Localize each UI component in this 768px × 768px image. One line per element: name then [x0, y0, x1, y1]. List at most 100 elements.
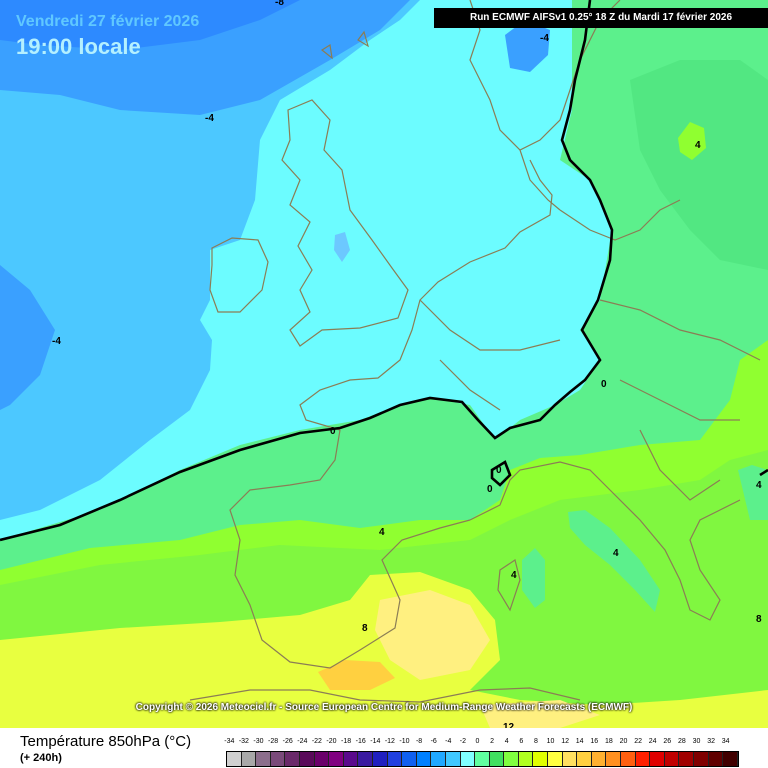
scale-tick-label: -4 — [445, 738, 452, 745]
scale-swatch — [475, 752, 490, 766]
scale-tick-label: 28 — [677, 738, 686, 745]
scale-swatch — [708, 752, 724, 766]
label-4-baltic: 4 — [695, 140, 701, 151]
scale-tick-label: 34 — [721, 738, 730, 745]
scale-tick-label: -28 — [268, 738, 279, 745]
isotherm-zero — [0, 0, 614, 542]
scale-swatch — [358, 752, 373, 766]
scale-swatch — [256, 752, 271, 766]
scale-tick-label: -16 — [355, 738, 366, 745]
scale-swatch — [431, 752, 446, 766]
scale-swatch — [694, 752, 709, 766]
label-minus4-scand: -4 — [540, 33, 549, 44]
scale-swatch — [387, 752, 403, 766]
island-italy-lt4 — [568, 510, 660, 612]
scale-tick-label: 20 — [619, 738, 628, 745]
scale-tick-label: 8 — [533, 738, 538, 745]
scale-swatch — [314, 752, 330, 766]
scale-tick-label: -30 — [253, 738, 264, 745]
scale-swatch — [504, 752, 519, 766]
scale-tick-label: -6 — [430, 738, 437, 745]
scale-swatch — [402, 752, 417, 766]
scale-swatch — [241, 752, 257, 766]
label-minus4-west: -4 — [52, 336, 61, 347]
scale-tick-label: 32 — [707, 738, 715, 745]
label-zero-biscay: 0 — [330, 426, 336, 437]
scale-tick-label: 2 — [490, 738, 495, 745]
scale-swatch — [445, 752, 461, 766]
band-12-to-14 — [375, 590, 490, 680]
scale-swatch — [416, 752, 432, 766]
band-below-minus8 — [0, 0, 300, 50]
label-8-east: 8 — [756, 614, 762, 625]
island-sardinia-lt4 — [522, 548, 545, 608]
label-zero-alps2: 0 — [487, 484, 493, 495]
label-4-balkans: 4 — [756, 480, 762, 491]
run-info: Run ECMWF AIFSv1 0.25° 18 Z du Mardi 17 … — [434, 8, 768, 28]
label-8-iberia: 8 — [362, 623, 368, 634]
color-scale-labels: -34 -32 -30 -28 -26 -24 -22 -20 -18 -16 -14 -12 -10-… — [222, 738, 748, 748]
label-zero-germany: 0 — [601, 379, 607, 390]
scale-tick-label: -32 — [238, 738, 249, 745]
scale-tick-label: 14 — [575, 738, 584, 745]
band-below-minus4-west — [0, 265, 55, 410]
forecast-time: 19:00 locale — [16, 34, 141, 59]
scale-swatch — [489, 752, 505, 766]
scale-swatch — [679, 752, 694, 766]
scale-tick-label: 16 — [590, 738, 599, 745]
scale-tick-label: 30 — [692, 738, 701, 745]
scale-swatch — [621, 752, 636, 766]
color-scale-bar — [226, 751, 739, 767]
scale-swatch — [227, 752, 242, 766]
scale-swatch — [372, 752, 388, 766]
scale-swatch — [606, 752, 622, 766]
forecast-date: Vendredi 27 février 2026 — [16, 13, 200, 30]
band-small-minus4-uk — [334, 232, 350, 262]
band-4-pocket-baltic — [678, 122, 706, 160]
scale-tick-label: -34 — [224, 738, 235, 745]
scale-swatch — [329, 752, 344, 766]
coastlines — [189, 0, 761, 703]
temperature-map: -8 -4 -4 -4 0 0 0 0 4 4 4 4 4 8 8 12 — [0, 0, 768, 728]
scale-tick-label: -22 — [311, 738, 322, 745]
band-minus8-to-minus4 — [0, 0, 420, 520]
scale-tick-label: 4 — [504, 738, 509, 745]
scale-tick-label: 22 — [634, 738, 642, 745]
scale-tick-label: 24 — [648, 738, 657, 745]
scale-tick-label: 12 — [561, 738, 569, 745]
scale-swatch — [533, 752, 549, 766]
scale-swatch — [518, 752, 534, 766]
scale-tick-label: 10 — [546, 738, 555, 745]
band-4-plus-east — [630, 60, 768, 270]
label-12: 12 — [503, 722, 515, 728]
scale-swatch — [577, 752, 592, 766]
label-minus4-north: -4 — [205, 113, 214, 124]
scale-tick-label: 0 — [475, 738, 480, 745]
band-8-to-12 — [0, 572, 768, 728]
scale-tick-label: -18 — [341, 738, 352, 745]
label-4-italy: 4 — [613, 548, 619, 559]
scale-swatch — [664, 752, 680, 766]
label-4-sardinia: 4 — [511, 570, 517, 581]
scale-swatch — [285, 752, 300, 766]
scale-tick-label: 18 — [604, 738, 613, 745]
band-below-minus4-scandinavia — [505, 20, 550, 72]
scale-swatch — [460, 752, 476, 766]
scale-swatch — [562, 752, 578, 766]
scale-swatch — [591, 752, 607, 766]
label-minus8: -8 — [275, 0, 284, 8]
scale-tick-label: -20 — [326, 738, 337, 745]
scale-swatch — [635, 752, 651, 766]
label-4-pyrenees: 4 — [379, 527, 385, 538]
scale-swatch — [343, 752, 359, 766]
band-14-to-16 — [318, 660, 395, 690]
scale-tick-label: -24 — [297, 738, 308, 745]
scale-tick-label: 26 — [663, 738, 672, 745]
parameter-label: Température 850hPa (°C) — [20, 733, 192, 750]
scale-tick-label: -2 — [459, 738, 466, 745]
scale-tick-label: 6 — [519, 738, 524, 745]
scale-tick-label: -8 — [415, 738, 423, 745]
scale-tick-label: -10 — [399, 738, 410, 745]
lead-time: (+ 240h) — [20, 752, 62, 764]
scale-tick-label: -14 — [370, 738, 381, 745]
